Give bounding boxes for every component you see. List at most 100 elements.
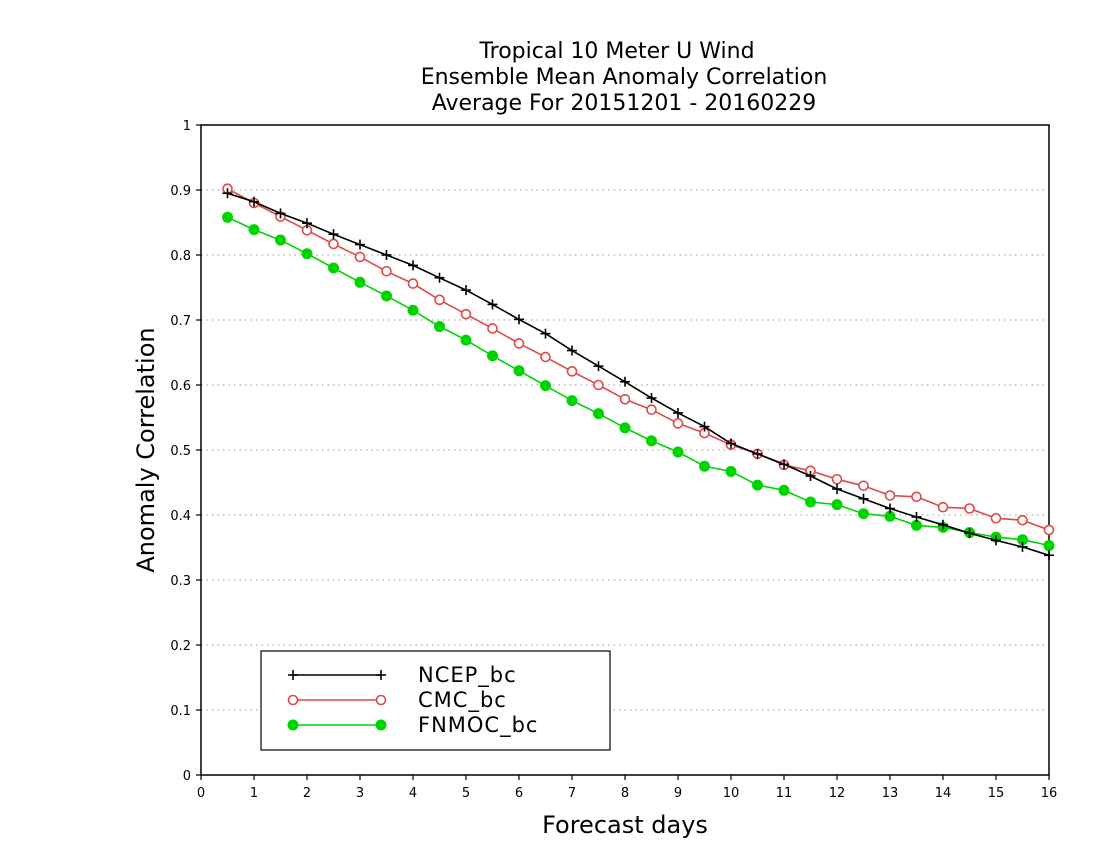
data-point-ncep-bc: [381, 250, 392, 260]
data-point-cmc-bc: [619, 393, 631, 405]
data-point-cmc-bc: [407, 278, 419, 289]
series-group: [222, 183, 1055, 561]
data-point-fnmoc-bc: [434, 321, 445, 332]
data-point-fnmoc-bc: [778, 484, 790, 496]
data-point-ncep-bc: [646, 393, 657, 403]
y-tick-label: 0.9: [170, 184, 191, 199]
data-point-ncep-bc: [832, 484, 842, 494]
series-line-ncep-bc: [227, 192, 1050, 557]
x-tick-label: 1: [250, 786, 258, 801]
data-point-ncep-bc: [964, 528, 975, 539]
y-tick-label: 0.5: [170, 444, 191, 459]
data-point-fnmoc-bc: [831, 499, 843, 511]
data-point-ncep-bc: [991, 535, 1001, 546]
data-point-ncep-bc: [514, 314, 524, 325]
data-point-ncep-bc: [752, 448, 763, 459]
data-point-fnmoc-bc: [619, 422, 631, 434]
data-point-cmc-bc: [328, 238, 339, 250]
data-point-cmc-bc: [1017, 514, 1028, 526]
data-point-ncep-bc: [222, 188, 233, 199]
legend-entry-ncep-bc: NCEP_bc: [288, 663, 517, 688]
data-point-fnmoc-bc: [381, 290, 392, 302]
data-point-cmc-bc: [990, 512, 1002, 524]
legend-label: CMC_bc: [418, 688, 507, 713]
data-point-fnmoc-bc: [328, 262, 339, 274]
data-point-cmc-bc: [540, 351, 551, 363]
data-point-ncep-bc: [275, 208, 286, 219]
x-tick-label: 0: [197, 786, 205, 801]
data-point-ncep-bc: [726, 438, 736, 449]
data-point-cmc-bc: [672, 418, 684, 429]
data-point-ncep-bc: [540, 328, 551, 339]
chart-title-line-1: Tropical 10 Meter U Wind: [478, 39, 754, 64]
y-tick-label: 0.7: [170, 314, 191, 329]
legend-label: FNMOC_bc: [418, 713, 538, 738]
data-point-ncep-bc: [1017, 541, 1028, 552]
x-tick-label: 6: [515, 786, 523, 801]
data-point-cmc-bc: [381, 265, 392, 277]
data-point-ncep-bc: [620, 376, 630, 387]
y-tick-label: 0.1: [170, 704, 191, 719]
data-point-ncep-bc: [593, 361, 604, 372]
series-ncep-bc: [222, 188, 1054, 561]
data-point-ncep-bc: [673, 407, 683, 418]
chart-title-line-2: Ensemble Mean Anomaly Correlation: [421, 65, 828, 90]
y-tick-label: 0.8: [170, 249, 191, 264]
data-point-cmc-bc: [566, 366, 578, 377]
data-point-cmc-bc: [911, 491, 922, 503]
data-point-fnmoc-bc: [248, 224, 260, 236]
y-tick-label: 0.2: [170, 639, 191, 654]
x-tick-label: 14: [935, 786, 952, 801]
series-fnmoc-bc: [222, 211, 1055, 552]
x-tick-label: 5: [462, 786, 470, 801]
data-point-fnmoc-bc: [752, 479, 763, 491]
legend-marker: [288, 670, 298, 680]
x-tick-label: 11: [776, 786, 793, 801]
data-point-fnmoc-bc: [275, 234, 286, 246]
data-point-fnmoc-bc: [805, 496, 816, 508]
data-point-fnmoc-bc: [725, 465, 737, 477]
data-point-ncep-bc: [699, 421, 710, 432]
data-point-fnmoc-bc: [301, 248, 313, 260]
legend-marker: [287, 694, 299, 706]
y-tick-label: 0.4: [170, 509, 191, 524]
data-point-fnmoc-bc: [540, 380, 551, 392]
data-point-cmc-bc: [593, 379, 604, 391]
y-tick-label: 0: [183, 769, 191, 784]
x-tick-label: 12: [829, 786, 846, 801]
series-line-cmc-bc: [227, 187, 1050, 531]
data-point-ncep-bc: [1044, 550, 1054, 561]
x-axis-label: Forecast days: [542, 811, 708, 839]
x-tick-label: 15: [988, 786, 1005, 801]
legend-marker: [376, 670, 386, 680]
data-point-fnmoc-bc: [699, 460, 710, 472]
data-point-cmc-bc: [1043, 524, 1055, 536]
chart-title-line-3: Average For 20151201 - 20160229: [432, 91, 817, 116]
data-point-ncep-bc: [805, 471, 816, 481]
data-point-ncep-bc: [434, 272, 445, 283]
data-point-ncep-bc: [328, 229, 339, 240]
y-axis-ticks: 0 0.1 0.2 0.3 0.4 0.5 0.6 0.7 0.8 0.9 1: [170, 119, 201, 784]
data-point-fnmoc-bc: [858, 508, 869, 520]
data-point-ncep-bc: [858, 493, 869, 504]
data-point-fnmoc-bc: [566, 395, 578, 407]
data-point-cmc-bc: [937, 501, 949, 513]
x-tick-label: 3: [356, 786, 364, 801]
data-point-ncep-bc: [487, 299, 498, 310]
data-point-ncep-bc: [302, 218, 312, 229]
data-point-fnmoc-bc: [487, 350, 498, 362]
data-point-fnmoc-bc: [407, 304, 419, 316]
data-point-fnmoc-bc: [1043, 540, 1055, 552]
data-point-ncep-bc: [885, 503, 895, 514]
series-cmc-bc: [222, 183, 1055, 536]
x-tick-label: 2: [303, 786, 311, 801]
data-point-ncep-bc: [779, 459, 789, 470]
series-line-fnmoc-bc: [227, 216, 1050, 547]
y-tick-label: 0.3: [170, 574, 191, 589]
data-point-fnmoc-bc: [354, 276, 366, 288]
data-point-ncep-bc: [355, 239, 365, 250]
legend-label: NCEP_bc: [418, 663, 517, 688]
data-point-cmc-bc: [646, 404, 657, 416]
data-point-fnmoc-bc: [513, 365, 525, 377]
